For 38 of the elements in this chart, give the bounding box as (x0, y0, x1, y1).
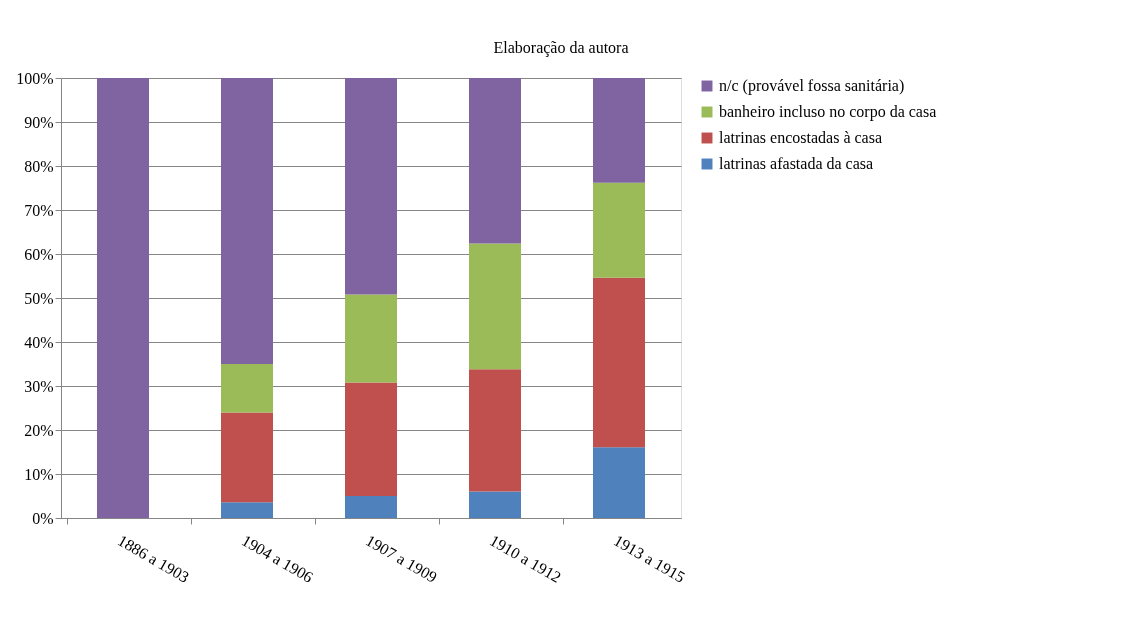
y-tick-label: 10% (24, 465, 54, 483)
bar (469, 78, 521, 244)
bar (345, 496, 397, 518)
x-tick-label: 1913 a 1915 (611, 531, 689, 586)
y-tick-label: 80% (24, 157, 54, 175)
x-tick-label: 1907 a 1909 (363, 531, 441, 586)
legend-label: n/c (provável fossa sanitária) (719, 77, 905, 95)
bar (221, 502, 273, 518)
y-tick-label: 90% (24, 113, 54, 131)
bar (593, 447, 645, 518)
legend-label: latrinas afastada da casa (719, 155, 874, 172)
bar (593, 182, 645, 278)
y-tick-label: 50% (24, 289, 54, 307)
bar (593, 78, 645, 183)
x-tick-label: 1886 a 1903 (115, 531, 193, 586)
bar (469, 243, 521, 370)
y-tick-label: 70% (24, 201, 54, 219)
y-tick-label: 30% (24, 377, 54, 395)
bar (469, 369, 521, 492)
bar (593, 277, 645, 448)
text: Elaboração da autora (493, 39, 629, 57)
y-tick-label: 40% (24, 333, 54, 351)
legend-label: latrinas encostadas à casa (719, 129, 883, 146)
y-tick-label: 100% (16, 69, 54, 87)
bar (221, 78, 273, 364)
bar (345, 294, 397, 383)
bar (97, 78, 149, 518)
bar (469, 491, 521, 518)
y-tick-label: 60% (24, 245, 54, 263)
bar (221, 412, 273, 503)
y-tick-label: 20% (24, 421, 54, 439)
y-tick-label: 0% (32, 509, 54, 527)
bar (345, 382, 397, 496)
x-tick-label: 1910 a 1912 (487, 531, 565, 586)
bar (345, 78, 397, 295)
legend-label: banheiro incluso no corpo da casa (719, 103, 937, 121)
bar (221, 364, 273, 413)
x-tick-label: 1904 a 1906 (239, 531, 317, 586)
